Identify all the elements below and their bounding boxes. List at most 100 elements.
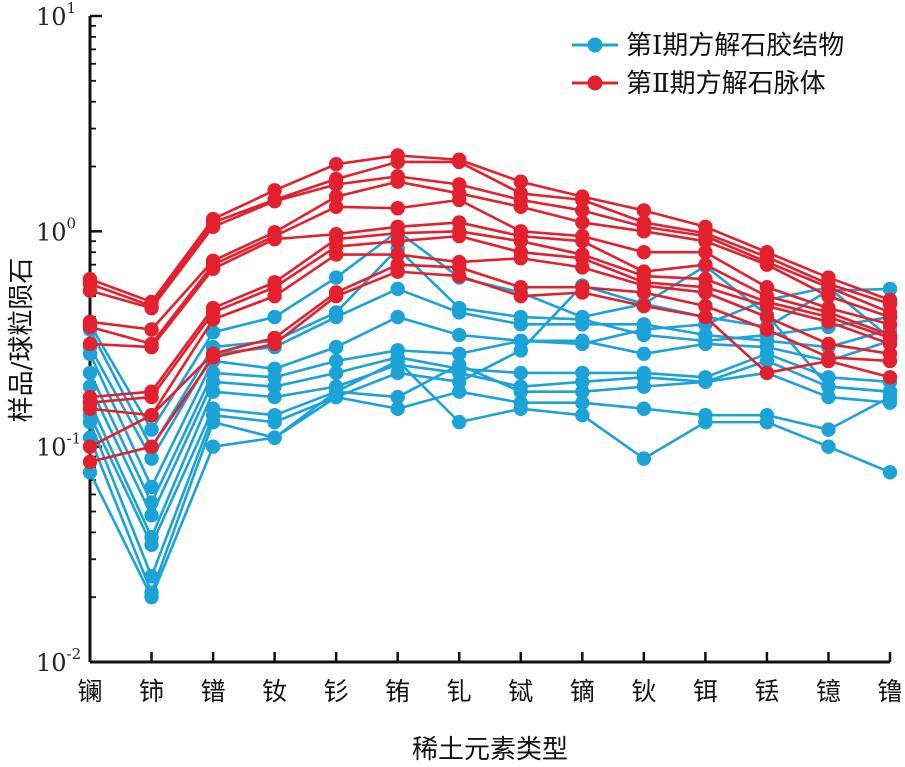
series-1-point [328,270,344,285]
series-2-point [144,322,159,337]
series-1-point [636,346,652,361]
series-2-point [390,264,405,279]
series-2-sample-line [89,180,891,331]
series-2-point [575,233,590,249]
series-2-point [328,157,344,172]
series-1-point [452,327,467,343]
series-2-point [390,201,405,216]
series-1-point [205,414,221,430]
series-2-point [267,288,282,304]
series-2-point [698,245,713,260]
y-tick-label: 10-1 [36,430,81,462]
x-tick-label: 铒 [693,677,718,706]
series-1-sample-line [88,247,891,449]
series-1-point [759,353,775,369]
series-2-point [513,174,528,189]
series-2-point [82,283,98,298]
series-2-point [636,285,652,300]
x-tick-label: 镝 [570,677,595,706]
x-tick-label: 铈 [139,677,164,706]
series-1-point [821,379,836,394]
series-2-point [821,314,836,330]
series-2-point [575,203,590,218]
legend-label-phase-1: 第Ⅰ期方解石胶结物 [626,31,844,61]
series-1-point [452,414,467,430]
series-2-sample-line [89,263,891,448]
series-1-point [452,374,467,390]
series-1-point [882,465,898,480]
series-1-point [144,422,159,437]
series-1-sample-line [88,339,891,504]
series-2-point [821,288,836,304]
series-2-point [452,154,467,170]
legend-label-phase-2: 第Ⅱ期方解石脉体 [626,69,826,99]
series-2-point [390,174,405,189]
series-1-point [575,408,590,423]
series-1-point [328,353,344,369]
series-2-point [328,288,344,304]
series-1-point [513,343,528,358]
series-1-point [328,389,344,405]
series-2-point [205,261,221,276]
series-1-sample-line [88,390,891,578]
series-1-point [390,281,405,297]
series-2-point [698,285,713,300]
x-axis-title: 稀土元素类型 [412,735,568,765]
series-1-sample-line [88,352,891,517]
series-2-point [390,233,405,249]
series-1-point [82,365,98,381]
series-2-point [636,245,652,260]
series-1-point [328,339,344,355]
series-2-point [328,199,344,214]
series-1-point [698,414,713,430]
y-tick-label: 101 [36,0,76,31]
series-2 [82,148,898,470]
series-1-point [452,384,467,399]
series-1-point [205,439,221,454]
series-layer [82,148,898,605]
series-1-sample-line [88,287,891,460]
series-2-point [82,401,98,416]
series-2-point [636,224,652,239]
series-2-sample-line [89,175,891,314]
series-1-point [205,325,221,340]
series-1-point [144,451,159,466]
series-2-point [452,192,467,208]
series-2-point [144,389,159,405]
series-2-point [205,219,221,234]
series-1-point [328,365,344,381]
series-2-point [882,317,898,332]
series-2-point [82,319,98,335]
series-1-point [759,414,775,430]
x-tick-label: 铽 [508,677,533,706]
series-2-point [759,365,775,381]
series-1-point [882,384,898,399]
series-1-point [267,389,282,405]
x-tick-label: 钆 [447,677,472,706]
series-2-point [882,370,898,385]
series-2-point [82,454,98,470]
series-2-point [452,228,467,244]
series-1-point [636,451,652,466]
series-1-point [267,430,282,445]
series-1-sample-line [88,363,891,547]
series-2-point [575,192,590,208]
series-1-sample-line [88,264,891,599]
series-1-point [390,309,405,325]
series-2-point [144,439,159,454]
series-2-sample-line [89,221,891,349]
series-1-point [390,353,405,369]
series-1-point [390,389,405,405]
series-2-point [205,350,221,365]
series-1-point [144,589,159,605]
series-1-point [513,401,528,416]
series-2-point [575,215,590,230]
series-2-point [144,339,159,355]
series-1-point [575,333,590,349]
series-2-point [267,194,282,209]
series-1-point [144,479,159,495]
series-1-point [636,322,652,337]
series-2-point [575,260,590,275]
series-2-sample-line [89,270,891,464]
series-1-point [636,401,652,416]
